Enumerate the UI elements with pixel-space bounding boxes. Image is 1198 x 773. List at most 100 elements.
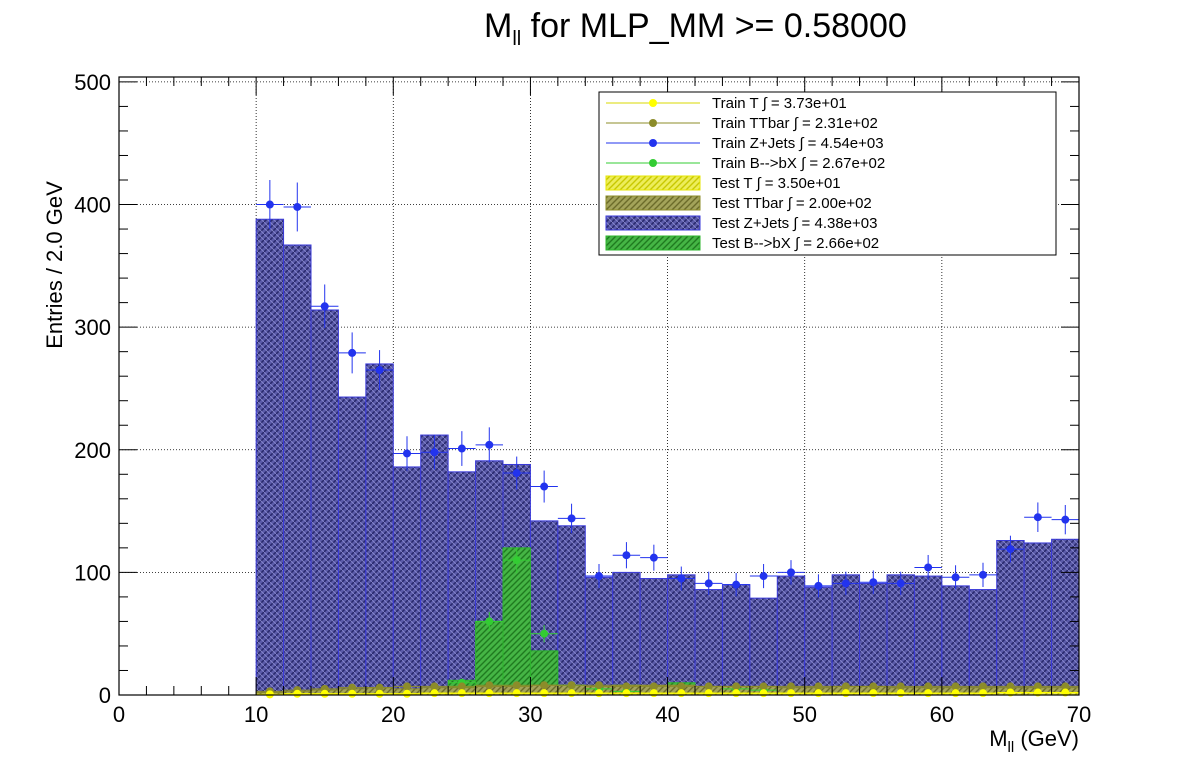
x-axis-title-main: M bbox=[989, 726, 1007, 751]
data-point bbox=[403, 449, 411, 458]
chart-title-main: M bbox=[484, 7, 512, 45]
legend-label: Train TTbar ∫ = 2.31e+02 bbox=[712, 115, 878, 132]
legend-label: Test T ∫ = 3.50e+01 bbox=[712, 175, 841, 192]
data-point bbox=[540, 689, 549, 698]
data-point bbox=[924, 689, 933, 698]
data-point bbox=[979, 682, 987, 691]
data-point bbox=[622, 689, 631, 698]
x-tick-label: 60 bbox=[930, 702, 954, 727]
data-point bbox=[457, 444, 466, 453]
data-point bbox=[951, 682, 960, 691]
data-point bbox=[951, 573, 960, 582]
data-point bbox=[787, 689, 795, 698]
axis-ticks bbox=[118, 77, 1080, 696]
data-point bbox=[320, 689, 329, 698]
y-tick-label: 500 bbox=[74, 70, 111, 95]
data-point bbox=[814, 689, 823, 698]
data-point bbox=[677, 682, 686, 691]
data-point bbox=[787, 682, 795, 691]
data-point bbox=[622, 682, 631, 691]
legend-swatch bbox=[605, 175, 701, 191]
histogram-bar bbox=[420, 434, 449, 696]
y-tick-label: 0 bbox=[99, 683, 111, 708]
x-axis-title-sub: ll bbox=[1008, 739, 1015, 756]
data-point bbox=[293, 689, 302, 698]
data-point bbox=[348, 689, 357, 698]
data-point bbox=[841, 689, 850, 698]
data-point bbox=[293, 202, 302, 211]
y-tick-label: 200 bbox=[74, 438, 111, 463]
legend-entry: Test TTbar ∫ = 2.00e+02 bbox=[605, 195, 872, 212]
legend-marker bbox=[649, 119, 657, 127]
data-point bbox=[320, 302, 329, 311]
legend-marker bbox=[649, 159, 657, 167]
data-point bbox=[814, 581, 823, 590]
data-point bbox=[540, 482, 549, 491]
data-point bbox=[457, 689, 466, 698]
data-point bbox=[759, 682, 768, 691]
data-point bbox=[787, 568, 795, 577]
legend-entries: Train T ∫ = 3.73e+01 Train TTbar ∫ = 2.31… bbox=[605, 95, 885, 252]
data-point bbox=[896, 579, 905, 588]
data-point bbox=[348, 348, 357, 357]
histogram-bar bbox=[968, 589, 998, 696]
histogram-bar bbox=[365, 363, 394, 696]
data-point bbox=[677, 574, 686, 583]
data-point bbox=[485, 617, 494, 626]
histogram-bar bbox=[1051, 538, 1080, 696]
data-point bbox=[540, 681, 549, 690]
data-point bbox=[704, 689, 713, 698]
legend-label: Test B-->bX ∫ = 2.66e+02 bbox=[712, 235, 879, 252]
data-point bbox=[896, 682, 905, 691]
data-point bbox=[512, 556, 521, 565]
data-point bbox=[595, 572, 603, 581]
y-tick-label: 300 bbox=[74, 315, 111, 340]
data-point bbox=[732, 689, 741, 698]
histogram-bar bbox=[639, 578, 669, 696]
legend: Train T ∫ = 3.73e+01 Train TTbar ∫ = 2.31… bbox=[598, 91, 1057, 256]
data-point bbox=[485, 681, 494, 690]
y-axis-title: Entries / 2.0 GeV bbox=[42, 181, 67, 349]
histogram-bar bbox=[283, 244, 312, 696]
data-point bbox=[403, 689, 411, 698]
x-tick-label: 0 bbox=[113, 702, 125, 727]
data-point bbox=[759, 689, 768, 698]
legend-entry: Test B-->bX ∫ = 2.66e+02 bbox=[605, 235, 879, 252]
data-point bbox=[567, 514, 576, 523]
data-point bbox=[869, 682, 878, 691]
data-point bbox=[649, 553, 658, 562]
data-point bbox=[567, 681, 576, 690]
data-point bbox=[704, 682, 713, 691]
histogram-bar bbox=[557, 525, 586, 696]
histogram-bar bbox=[310, 309, 339, 696]
histogram-bar bbox=[447, 471, 477, 696]
data-point bbox=[403, 682, 411, 691]
data-point bbox=[1061, 682, 1070, 691]
data-point bbox=[951, 689, 960, 698]
histogram-bar bbox=[996, 540, 1025, 696]
data-point bbox=[430, 682, 439, 691]
y-tick-label: 100 bbox=[74, 560, 111, 585]
histogram-bar bbox=[1023, 542, 1053, 696]
chart-title-rest: for MLP_MM >= 0.58000 bbox=[521, 7, 907, 45]
data-point bbox=[265, 690, 274, 699]
legend-label: Train T ∫ = 3.73e+01 bbox=[712, 95, 847, 112]
histogram-bar bbox=[584, 576, 614, 696]
plot-frame bbox=[118, 76, 1080, 696]
data-point bbox=[512, 689, 521, 698]
data-point bbox=[896, 689, 905, 698]
legend-marker bbox=[649, 139, 657, 147]
data-point bbox=[869, 578, 878, 587]
data-point bbox=[1006, 682, 1015, 691]
data-point bbox=[924, 682, 933, 691]
x-axis-title: Mll (GeV) bbox=[989, 726, 1079, 756]
data-point bbox=[732, 580, 741, 589]
x-axis-title-rest: (GeV) bbox=[1014, 726, 1079, 751]
data-point bbox=[567, 689, 576, 698]
y-tick-label: 400 bbox=[74, 193, 111, 218]
tick-labels: 0 10 20 30 40 50 60 70 0 100 200 300 400 500 bbox=[74, 70, 1091, 727]
data-point bbox=[979, 570, 987, 579]
data-point bbox=[1006, 545, 1015, 554]
data-point bbox=[924, 563, 933, 572]
